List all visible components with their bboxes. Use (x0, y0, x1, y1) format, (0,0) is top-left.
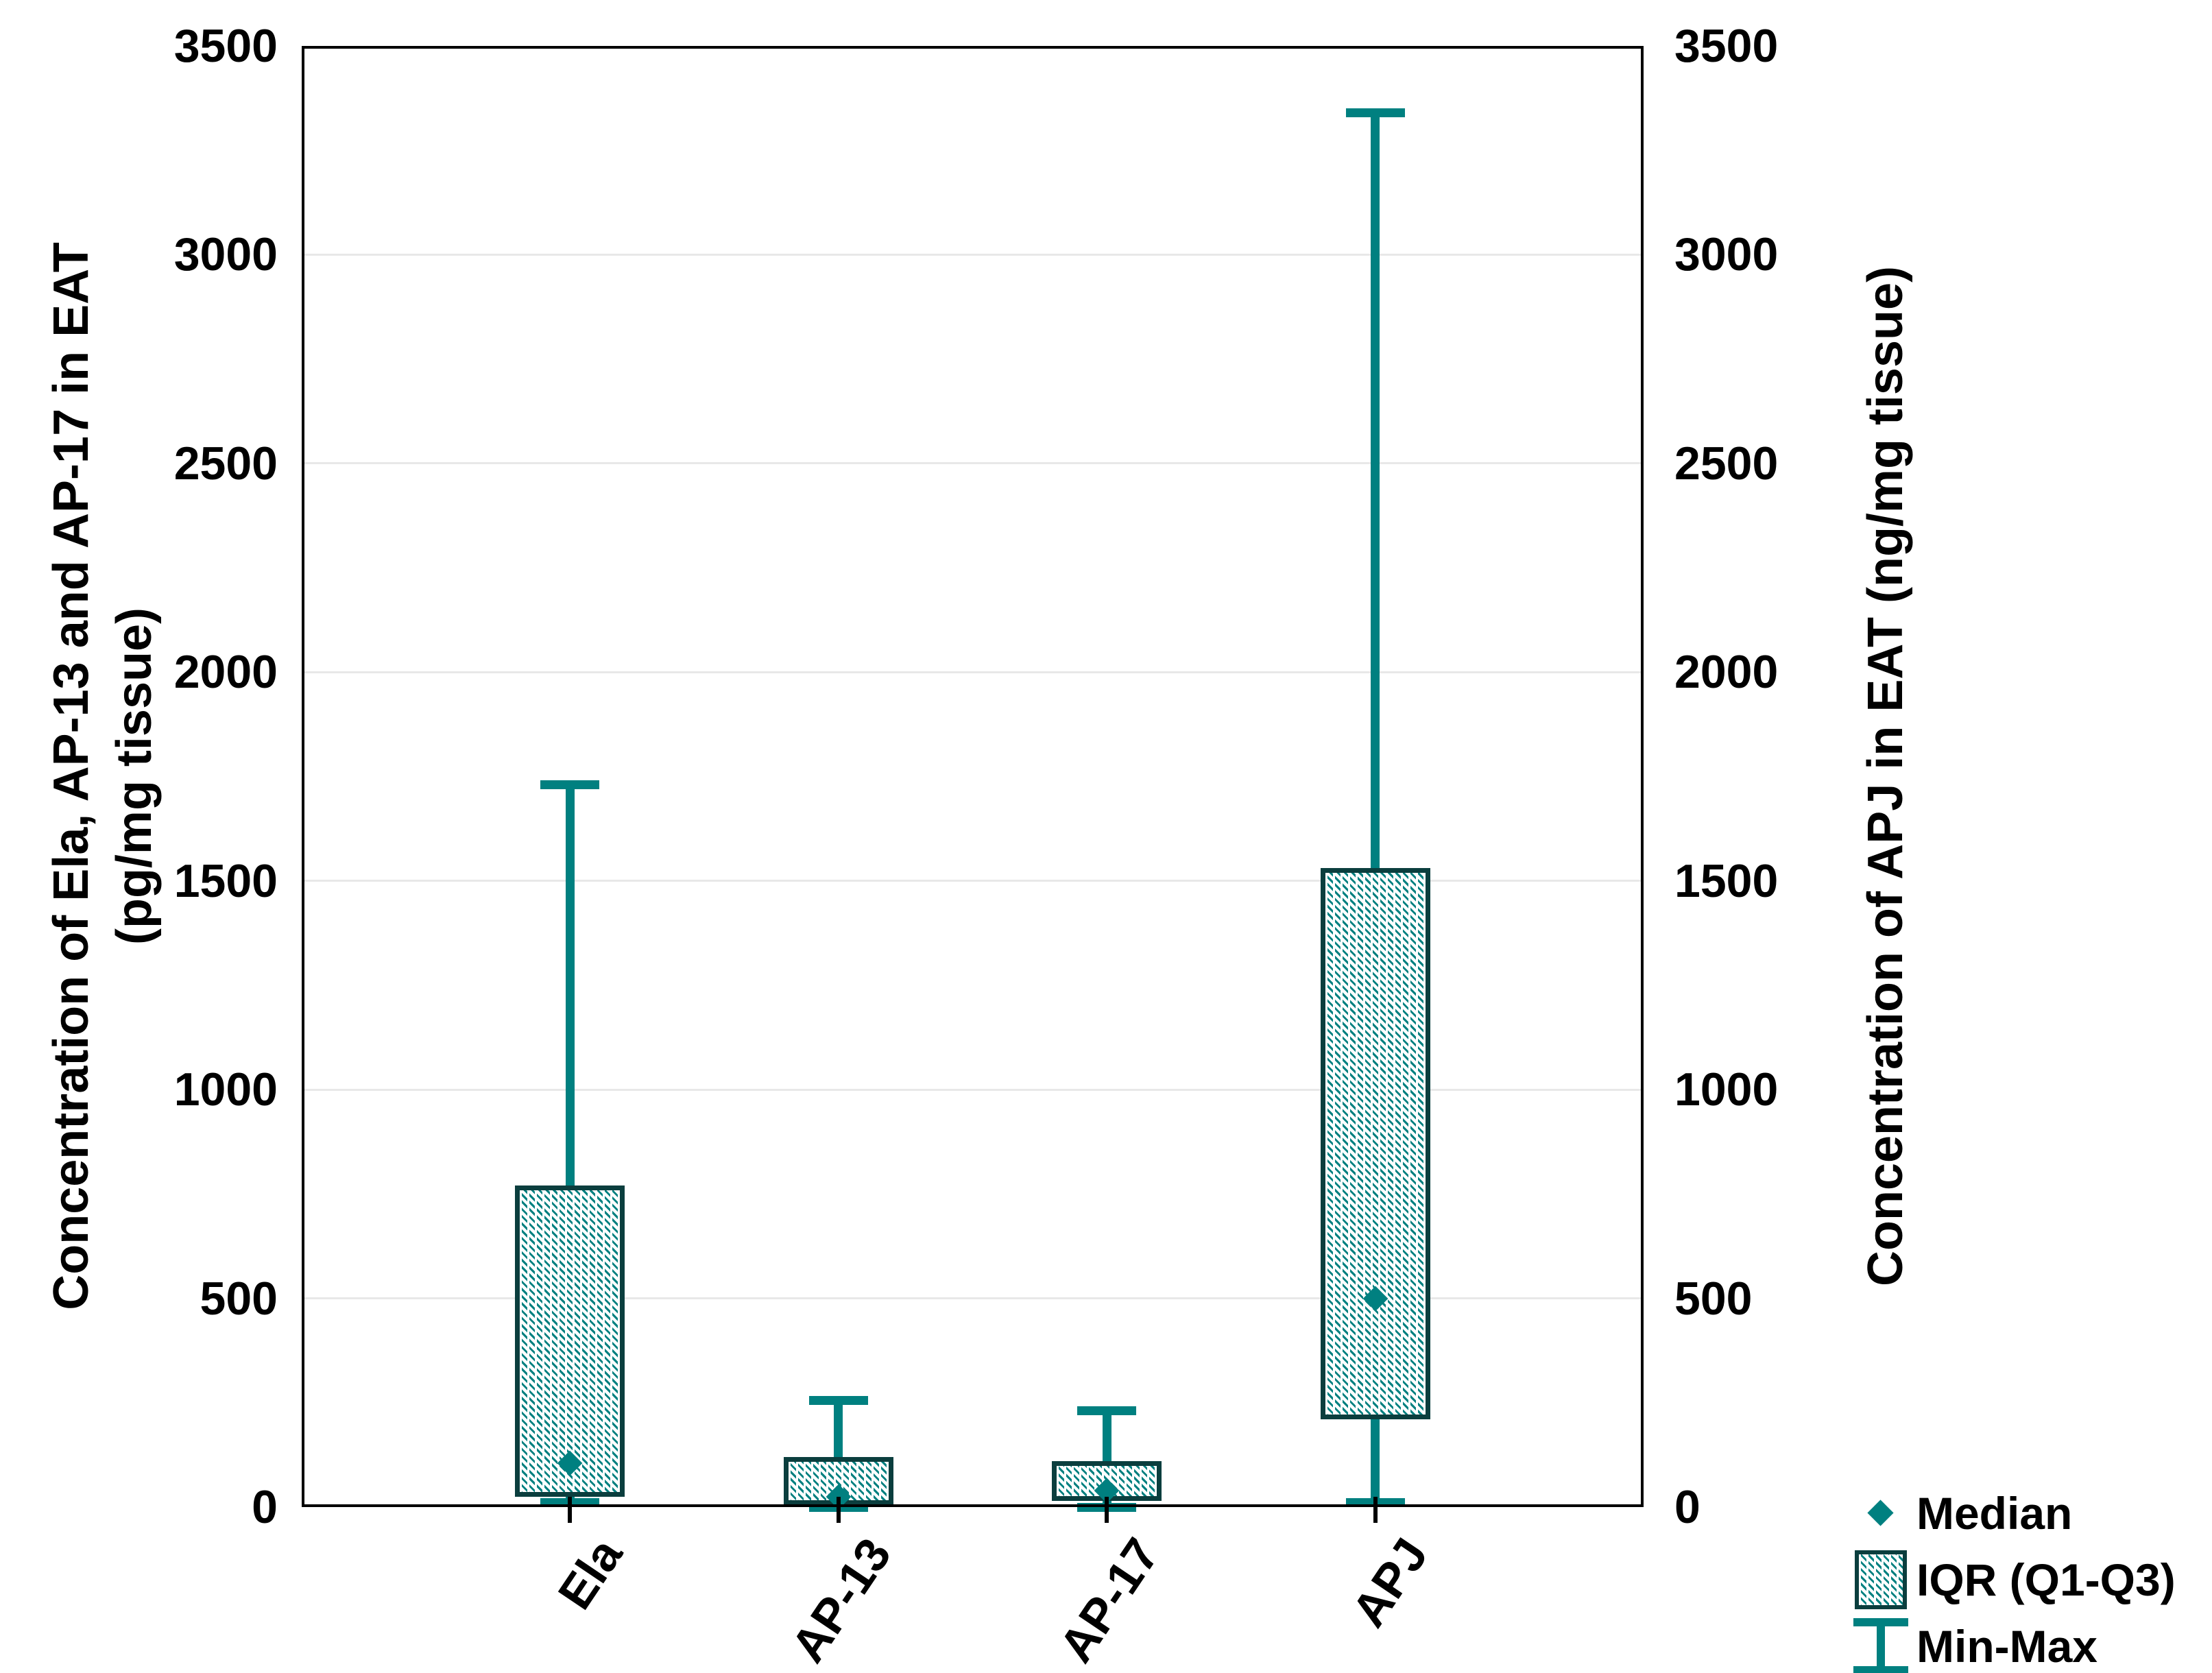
gridline-500 (302, 1297, 1644, 1300)
left-tick-label-1000: 1000 (173, 1063, 278, 1116)
lower-whisker-apj (1371, 1419, 1380, 1503)
left-tick-label-0: 0 (252, 1481, 278, 1533)
x-label-ela: Ela (548, 1528, 633, 1619)
iqr-box-apj (1320, 868, 1430, 1420)
left-tick-label-3500: 3500 (173, 20, 278, 72)
x-tick-ap-13 (836, 1497, 841, 1523)
upper-whisker-ap-17 (1102, 1410, 1111, 1462)
left-tick-label-2000: 2000 (173, 646, 278, 699)
max-cap-ap-13 (808, 1396, 868, 1406)
legend-median-label: Median (1916, 1487, 2073, 1539)
minmax-bottom-cap (1853, 1665, 1908, 1673)
legend-item-median: Median (1844, 1480, 2176, 1546)
x-tick-ela (568, 1497, 573, 1523)
right-tick-label-3000: 3000 (1674, 228, 1779, 281)
median-symbol-cell (1844, 1500, 1916, 1526)
legend-item-minmax: Min-Max (1844, 1613, 2176, 1673)
x-tick-apj (1373, 1497, 1378, 1523)
max-cap-ap-17 (1077, 1406, 1137, 1416)
iqr-box-ela (515, 1185, 625, 1497)
right-tick-label-2000: 2000 (1674, 646, 1779, 699)
iqr-symbol-cell (1844, 1550, 1916, 1609)
median-diamond-icon (1867, 1500, 1894, 1526)
left-tick-label-2500: 2500 (173, 437, 278, 490)
right-tick-label-2500: 2500 (1674, 437, 1779, 490)
iqr-box-icon (1854, 1550, 1907, 1609)
max-cap-apj (1345, 108, 1405, 117)
legend: Median IQR (Q1-Q3) Min-Max (1844, 1480, 2176, 1673)
x-label-ap-13: AP-13 (780, 1528, 902, 1672)
minmax-whisker-icon (1853, 1617, 1908, 1673)
legend-minmax-label: Min-Max (1916, 1620, 2097, 1672)
legend-item-iqr: IQR (Q1-Q3) (1844, 1546, 2176, 1613)
left-tick-label-500: 500 (200, 1272, 278, 1325)
right-tick-label-500: 500 (1674, 1272, 1753, 1325)
gridline-1000 (302, 1088, 1644, 1091)
x-label-ap-17: AP-17 (1048, 1528, 1170, 1672)
gridline-1500 (302, 880, 1644, 882)
minmax-stem (1876, 1617, 1885, 1673)
legend-iqr-label: IQR (Q1-Q3) (1916, 1554, 2176, 1605)
gridline-2500 (302, 462, 1644, 465)
left-tick-label-3000: 3000 (173, 228, 278, 281)
right-tick-label-3500: 3500 (1674, 20, 1779, 72)
max-cap-ela (540, 780, 600, 790)
upper-whisker-apj (1371, 112, 1380, 869)
upper-whisker-ela (565, 784, 575, 1186)
right-tick-label-1500: 1500 (1674, 854, 1779, 907)
x-label-apj: APJ (1341, 1528, 1438, 1637)
upper-whisker-ap-13 (834, 1400, 843, 1457)
right-tick-label-1000: 1000 (1674, 1063, 1779, 1116)
gridline-2000 (302, 671, 1644, 673)
gridline-3000 (302, 253, 1644, 256)
x-tick-ap-17 (1105, 1497, 1109, 1523)
left-tick-label-1500: 1500 (173, 854, 278, 907)
minmax-symbol-cell (1844, 1617, 1916, 1673)
right-tick-label-0: 0 (1674, 1481, 1700, 1533)
